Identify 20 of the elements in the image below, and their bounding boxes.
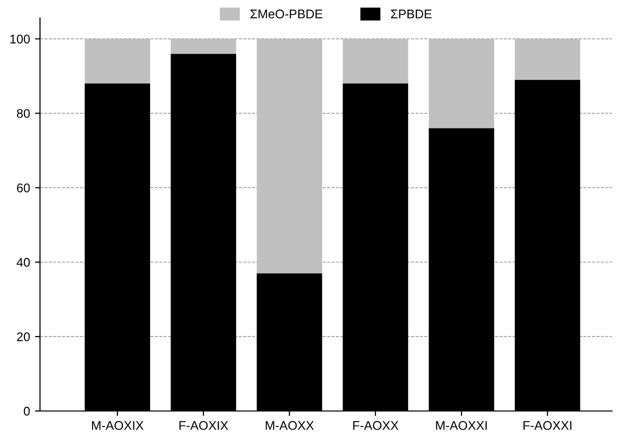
bar — [256, 38, 322, 274]
y-tick-label: 80 — [16, 109, 30, 118]
y-tick-label: 40 — [16, 258, 30, 267]
bar — [170, 38, 236, 54]
x-tick-label: M-AOXX — [266, 421, 314, 430]
y-tick-label: 60 — [17, 184, 30, 192]
y-tick-label: 100 — [10, 34, 30, 44]
x-tick-label: F-AOXIX — [179, 421, 228, 430]
x-tick-label: M-AOXXI — [436, 421, 487, 430]
legend-label: ΣMeO-PBDE — [250, 10, 322, 18]
y-tick-label: 20 — [17, 332, 30, 342]
x-tick-label: M-AOXIX — [92, 421, 144, 430]
bar — [342, 38, 408, 84]
bar — [428, 38, 494, 128]
bar — [84, 38, 150, 84]
x-tick-label: F-AOXX — [353, 421, 398, 430]
y-tick-label: 0 — [24, 406, 30, 416]
x-tick-label: F-AOXXI — [524, 421, 572, 430]
bar — [514, 38, 580, 80]
legend-label: ΣPBDE — [391, 10, 432, 18]
